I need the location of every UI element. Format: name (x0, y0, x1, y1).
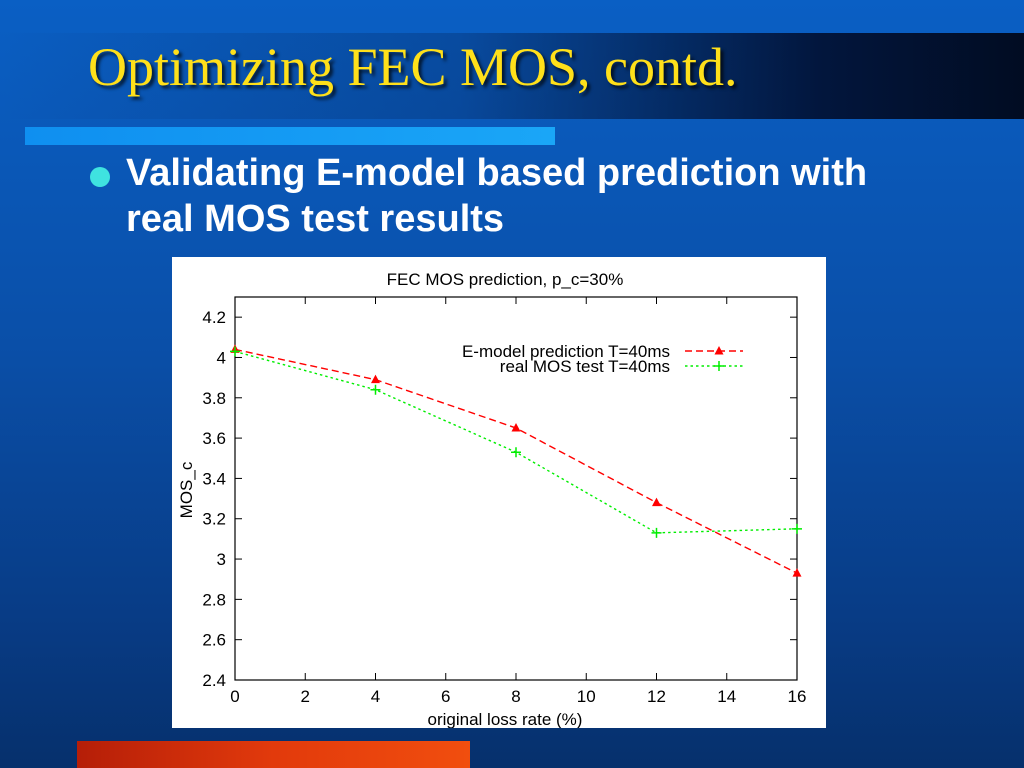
y-tick-label: 4 (217, 348, 226, 367)
x-tick-label: 10 (577, 687, 596, 706)
series-line-emodel (234, 348, 798, 574)
series-line-real (234, 350, 798, 534)
data-point-emodel (371, 374, 380, 384)
y-tick-label: 3.8 (202, 389, 226, 408)
y-tick-label: 2.4 (202, 671, 226, 690)
chart-panel: 0 2 4 6 8 10 12 14 16 2.4 2.6 2.8 3 3.2 3.4 3.6 3.8 4 4.2 … (172, 257, 826, 728)
data-point-emodel (511, 423, 521, 432)
data-point-real (651, 527, 662, 538)
legend-marker-real (714, 361, 724, 371)
data-point-real (370, 384, 381, 395)
bottom-accent-bar (77, 741, 470, 768)
legend-label-real: real MOS test T=40ms (500, 357, 670, 376)
chart-title: FEC MOS prediction, p_c=30% (387, 270, 624, 289)
x-tick-label: 4 (371, 687, 380, 706)
x-tick-label: 12 (647, 687, 666, 706)
data-point-real (230, 346, 240, 357)
legend-label-emodel: E-model prediction T=40ms (462, 342, 670, 361)
bullet-text: Validating E-model based prediction with… (126, 152, 868, 240)
mos-line-chart: 0 2 4 6 8 10 12 14 162.42.62.833.23.43.63.844.2 … (177, 270, 807, 728)
y-tick-label: 3 (217, 550, 226, 569)
slide-title: Optimizing FEC MOS, contd. (88, 37, 738, 97)
y-tick-label: 3.6 (202, 429, 226, 448)
y-tick-label: 3.4 (202, 469, 226, 488)
data-point-emodel (792, 568, 802, 577)
title-band (0, 33, 1024, 119)
x-tick-label: 0 (230, 687, 239, 706)
y-tick-label: 4.2 (202, 308, 226, 327)
x-tick-label: 14 (717, 687, 736, 706)
bullet-dot (90, 167, 110, 187)
x-tick-label: 6 (441, 687, 450, 706)
x-tick-label: 2 (301, 687, 310, 706)
y-tick-label: 3.2 (202, 510, 226, 529)
y-tick-label: 2.8 (202, 590, 226, 609)
x-tick-label: 8 (511, 687, 520, 706)
x-tick-label: 16 (788, 687, 807, 706)
x-axis-label: original loss rate (%) (428, 710, 583, 728)
data-point-emodel (652, 497, 661, 507)
data-point-real (792, 523, 802, 534)
data-point-real (511, 447, 521, 458)
title-underline (25, 127, 555, 145)
y-tick-label: 2.6 (202, 631, 226, 650)
legend-marker-emodel (714, 346, 724, 355)
y-axis-label: MOS_c (177, 461, 196, 518)
